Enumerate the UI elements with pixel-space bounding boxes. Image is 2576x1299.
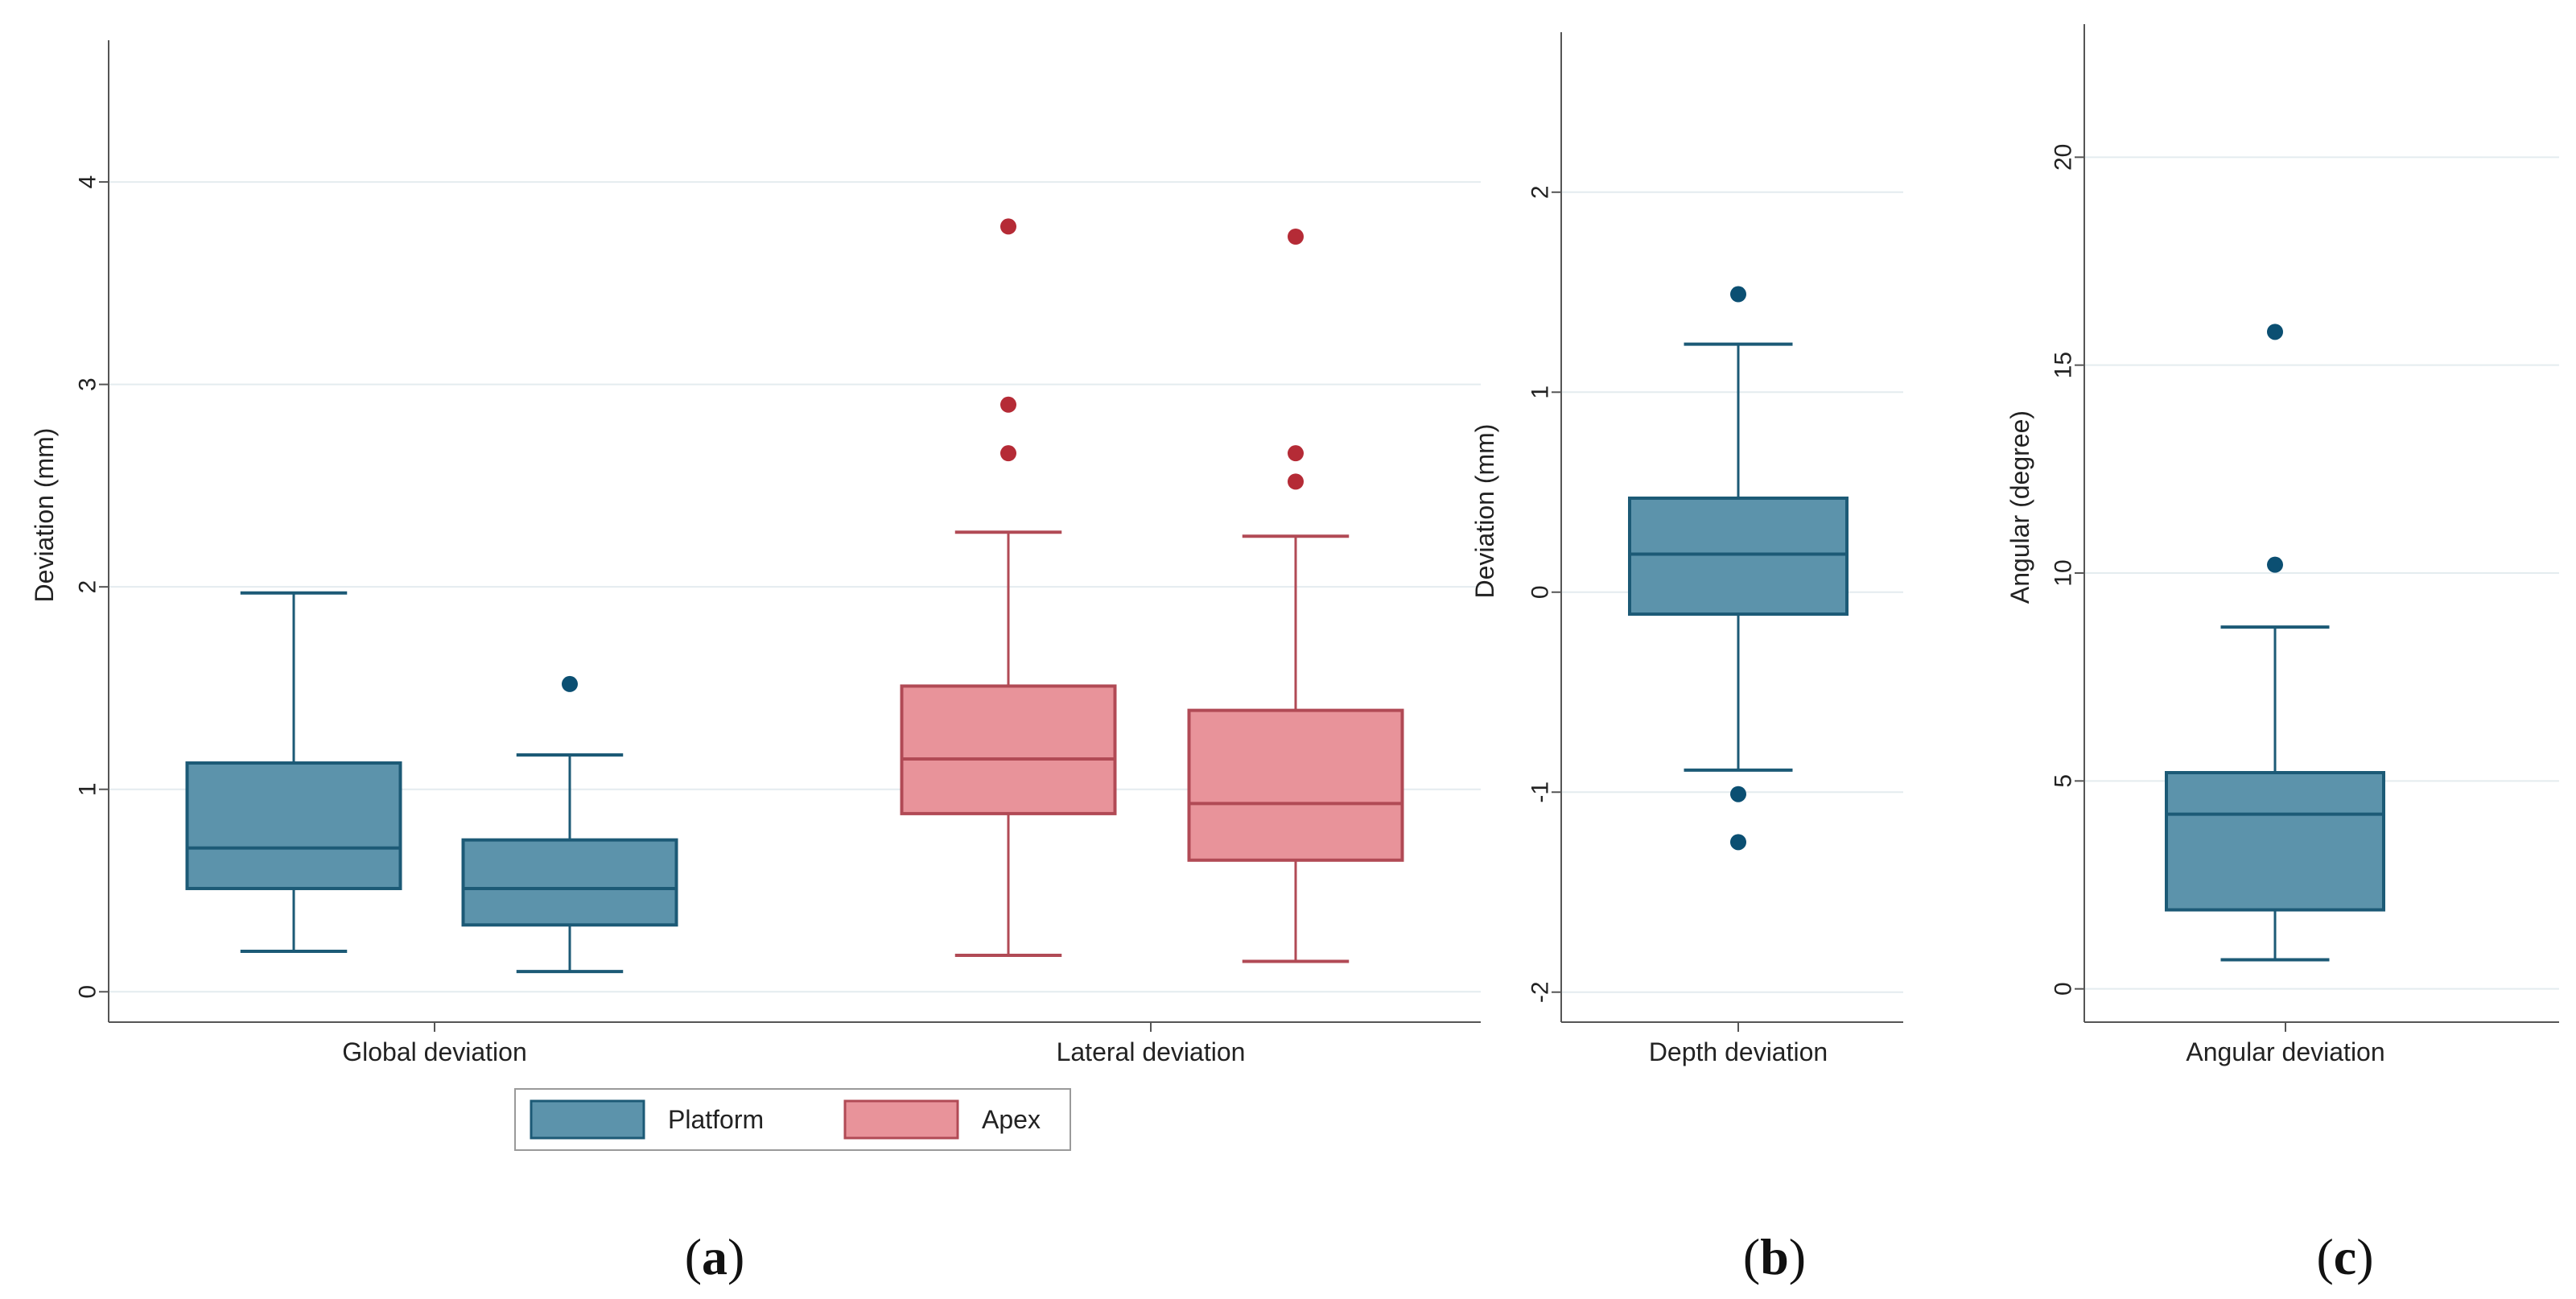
outlier-point — [562, 675, 578, 692]
box-series-0 — [1628, 286, 1849, 851]
box-apex-1 — [1187, 229, 1404, 963]
y-axis-title: Deviation (mm) — [1470, 424, 1499, 599]
outlier-point — [1288, 473, 1304, 490]
category-label: Lateral deviation — [1057, 1037, 1246, 1066]
outlier-point — [1288, 445, 1304, 462]
outlier-point — [2267, 556, 2283, 573]
outlier-point — [1288, 229, 1304, 245]
panel-label-b: (b) — [1743, 1228, 1806, 1285]
legend-platform-swatch — [530, 1099, 645, 1140]
box-body — [900, 684, 1117, 815]
box-platform-1 — [461, 675, 678, 974]
y-tick-label: 2 — [1527, 185, 1554, 199]
y-axis-title: Angular (degree) — [2005, 410, 2034, 604]
y-tick-label: 15 — [2050, 352, 2077, 378]
panel-a-chart: 0 1 2 3 4 Deviation (mm) Global deviation Later… — [30, 40, 1481, 1066]
y-tick-label: 10 — [2050, 559, 2077, 586]
outlier-point — [1000, 445, 1016, 462]
box-body — [1187, 708, 1404, 862]
y-tick-label: 0 — [75, 985, 101, 999]
box-body — [461, 838, 678, 927]
y-tick-label: -1 — [1527, 781, 1554, 803]
y-tick-label: 1 — [1527, 386, 1554, 399]
y-tick-label: 5 — [2050, 774, 2077, 788]
y-tick-label: 0 — [1527, 585, 1554, 599]
outlier-point — [2267, 324, 2283, 340]
outlier-point — [1000, 396, 1016, 413]
y-tick-label: 20 — [2050, 144, 2077, 171]
panel-b-chart: -2 -1 0 1 2 Deviation (mm) Depth deviation — [1470, 32, 1903, 1066]
legend-platform-label: Platform — [668, 1105, 764, 1134]
outlier-point — [1730, 286, 1746, 303]
category-label: Global deviation — [342, 1037, 526, 1066]
outlier-point — [1730, 834, 1746, 851]
y-tick-label: 2 — [75, 580, 101, 594]
y-tick-label: 0 — [2050, 982, 2077, 996]
box-body — [1628, 496, 1849, 617]
category-label: Angular deviation — [2186, 1037, 2384, 1066]
panel-label-a: (a) — [685, 1228, 745, 1285]
box-series-0 — [2165, 324, 2385, 962]
panel-label-c: (c) — [2316, 1228, 2373, 1285]
legend-apex-label: Apex — [982, 1105, 1041, 1134]
outlier-point — [1000, 218, 1016, 235]
legend-apex-swatch — [843, 1099, 959, 1140]
box-apex-0 — [900, 218, 1117, 957]
y-tick-label: -2 — [1527, 981, 1554, 1003]
y-tick-label: 4 — [75, 175, 101, 189]
y-axis-title: Deviation (mm) — [30, 428, 59, 603]
legend: Platform Apex — [514, 1088, 1071, 1151]
box-platform-0 — [185, 591, 402, 953]
category-label: Depth deviation — [1649, 1037, 1828, 1066]
y-tick-label: 1 — [75, 782, 101, 796]
outlier-point — [1730, 786, 1746, 802]
box-body — [2165, 771, 2385, 912]
box-body — [185, 761, 402, 890]
panel-c-chart: 0 5 10 15 20 Angular (degree) Angular deviatio… — [2005, 24, 2559, 1066]
y-tick-label: 3 — [75, 377, 101, 391]
